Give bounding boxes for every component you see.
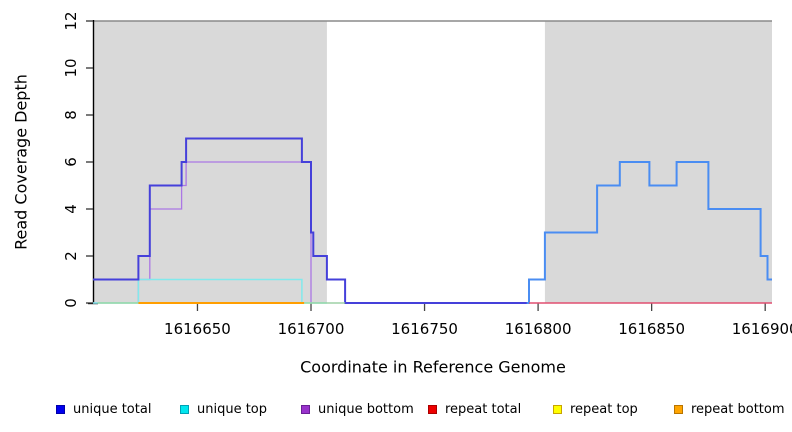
y-tick-label: 8 bbox=[62, 110, 80, 120]
series-unique-total bbox=[93, 137, 529, 304]
y-tick-label: 2 bbox=[62, 251, 80, 261]
y-tick-label: 4 bbox=[62, 204, 80, 214]
y-tick-label: 0 bbox=[62, 298, 80, 308]
y-tick-label: 12 bbox=[62, 11, 80, 30]
legend-item: repeat bottom bbox=[674, 401, 785, 417]
legend-item: repeat top bbox=[553, 401, 638, 417]
legend-label: repeat top bbox=[570, 401, 638, 417]
series-total-repeat-region- bbox=[526, 161, 772, 304]
legend-label: unique top bbox=[197, 401, 268, 417]
legend-label: unique bottom bbox=[318, 401, 414, 417]
legend-label: unique total bbox=[73, 401, 152, 417]
x-tick-label: 1616700 bbox=[278, 320, 345, 338]
legend-label: repeat bottom bbox=[691, 401, 785, 417]
y-tick-label: 10 bbox=[62, 58, 80, 77]
legend-item: unique total bbox=[56, 401, 151, 417]
legend-swatch-repeat-bottom bbox=[674, 404, 683, 414]
y-tick-label: 6 bbox=[62, 157, 80, 167]
legend-item: unique top bbox=[180, 401, 267, 417]
x-tick-label: 1616900 bbox=[732, 320, 792, 338]
legend-swatch-unique-total bbox=[56, 404, 65, 414]
x-tick-label: 1616650 bbox=[164, 320, 231, 338]
y-axis-label: Read Coverage Depth bbox=[11, 74, 31, 250]
shaded-repeat-region bbox=[544, 21, 772, 303]
x-axis-label: Coordinate in Reference Genome bbox=[300, 357, 566, 377]
legend-label: repeat total bbox=[445, 401, 522, 417]
x-tick-label: 1616750 bbox=[391, 320, 458, 338]
legend-swatch-repeat-total bbox=[428, 404, 437, 414]
legend-item: unique bottom bbox=[301, 401, 414, 417]
x-tick-label: 1616850 bbox=[618, 320, 685, 338]
legend-swatch-repeat-top bbox=[553, 404, 562, 414]
legend-item: repeat total bbox=[428, 401, 521, 417]
legend-swatch-unique-bottom bbox=[301, 404, 310, 414]
x-tick-label: 1616800 bbox=[505, 320, 572, 338]
legend-swatch-unique-top bbox=[180, 404, 189, 414]
